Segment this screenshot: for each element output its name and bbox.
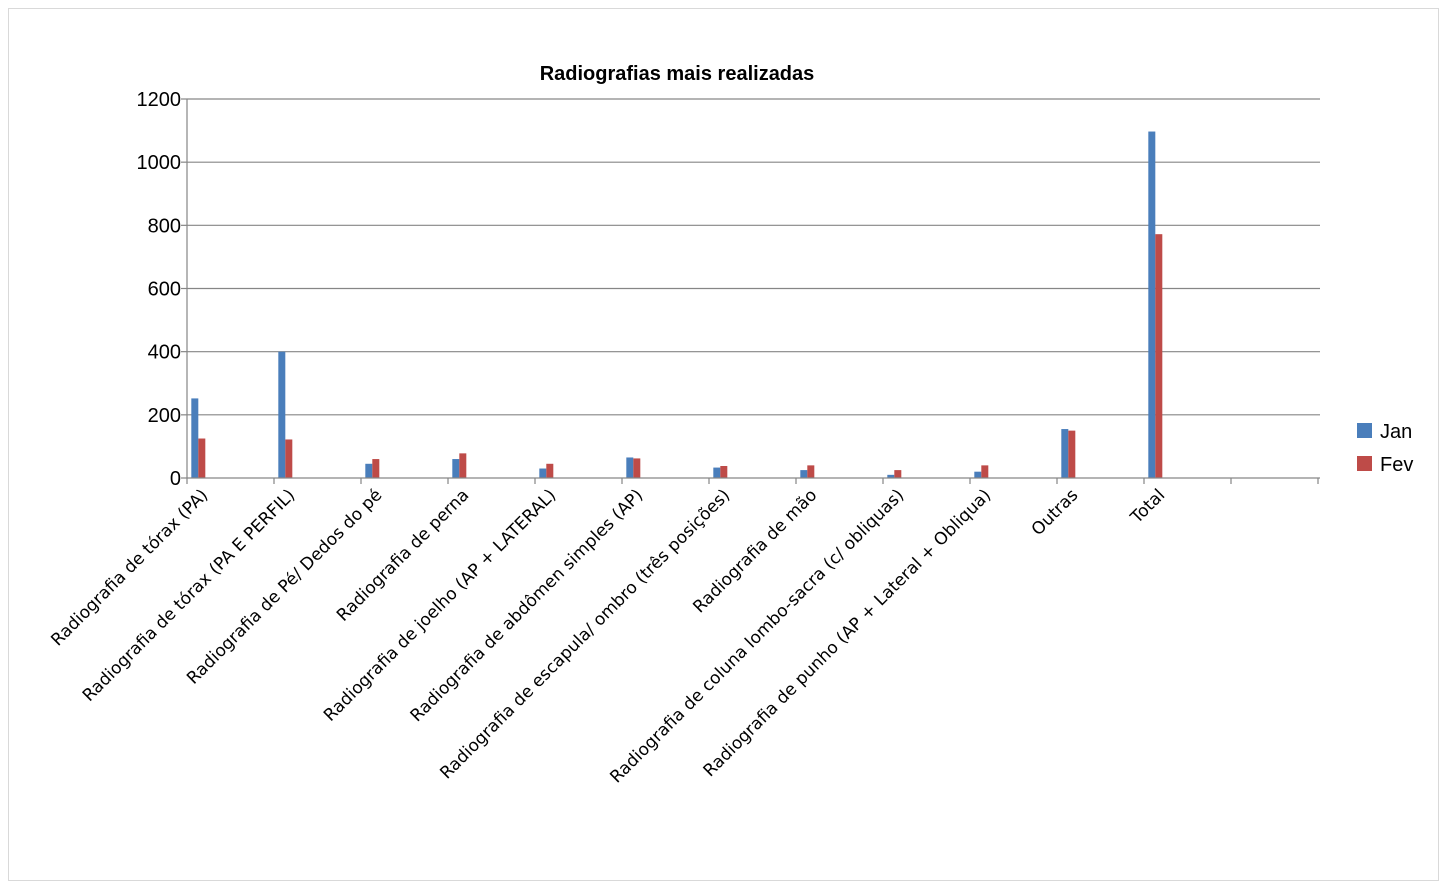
y-tick-label: 1200 <box>137 89 182 111</box>
gridlines <box>187 98 1320 416</box>
x-category-label: Outras <box>1028 485 1083 540</box>
bar-fev <box>198 438 206 478</box>
bar-fev <box>894 470 902 478</box>
bar-fev <box>981 465 989 478</box>
y-tick-label: 600 <box>148 279 181 301</box>
x-category-label: Radiografia de coluna lombo-sacra (c/ ob… <box>606 485 908 787</box>
bar-fev <box>807 465 815 478</box>
y-tick-label: 400 <box>148 342 181 364</box>
bar-jan <box>539 468 547 478</box>
legend-swatch-jan <box>1357 423 1372 438</box>
bar-fev <box>372 459 380 478</box>
y-axis-ticks: 0 200 400 600 800 1000 1200 <box>137 89 187 490</box>
bar-fev <box>546 463 554 478</box>
bar-jan <box>974 471 982 478</box>
bar-fev <box>1155 234 1163 478</box>
bar-jan <box>452 459 460 478</box>
legend-label-fev: Fev <box>1380 454 1413 476</box>
legend-label-jan: Jan <box>1380 421 1412 443</box>
chart-frame <box>8 8 1439 881</box>
x-category-label: Radiografia de tórax (PA) <box>47 485 212 650</box>
chart-title: Radiografias mais realizadas <box>540 63 815 85</box>
bar-jan <box>800 470 808 478</box>
y-tick-label: 1000 <box>137 152 182 174</box>
bar-fev <box>1068 430 1076 478</box>
bar-jan <box>626 457 634 478</box>
bar-jan <box>887 474 895 478</box>
bar-jan <box>278 351 286 478</box>
x-category-label: Radiografia de Pé/ Dedos do pé <box>183 485 386 688</box>
bar-fev <box>459 453 467 478</box>
bar-fev <box>633 458 641 478</box>
x-category-label: Radiografia de punho (AP + Lateral + Obl… <box>700 485 996 781</box>
x-category-label: Total <box>1126 485 1169 528</box>
x-category-label: Radiografia de escapula/ ombro (três pos… <box>436 485 734 783</box>
x-axis-category-labels: Radiografia de tórax (PA)Radiografia de … <box>47 485 1169 787</box>
bar-fev <box>285 439 293 478</box>
bar-fev <box>720 465 728 478</box>
bar-jan <box>1148 131 1156 479</box>
y-tick-label: 200 <box>148 405 181 427</box>
bar-jan <box>365 463 373 478</box>
y-tick-label: 800 <box>148 215 181 237</box>
bar-jan <box>713 467 721 478</box>
bar-jan <box>1061 429 1069 478</box>
legend-swatch-fev <box>1357 456 1372 471</box>
bars <box>191 131 1163 479</box>
axes <box>186 99 1320 484</box>
legend: Jan Fev <box>1357 421 1413 476</box>
y-tick-label: 0 <box>170 468 181 490</box>
bar-jan <box>191 398 199 478</box>
